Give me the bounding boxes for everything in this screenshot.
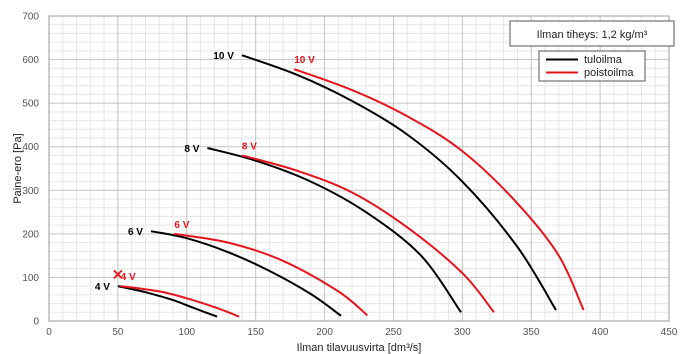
x-tick-label: 350 bbox=[523, 327, 540, 338]
tuloilma-label-10v: 10 V bbox=[213, 51, 234, 62]
y-tick-label: 500 bbox=[22, 99, 39, 110]
minor-gridlines bbox=[49, 16, 669, 321]
cross-marker-stroke bbox=[113, 269, 123, 280]
x-tick-label: 400 bbox=[592, 327, 609, 338]
tuloilma-label-4v: 4 V bbox=[95, 282, 110, 293]
legend-label-tuloilma: tuloilma bbox=[584, 54, 623, 66]
y-tick-label: 400 bbox=[22, 142, 39, 153]
y-tick-label: 200 bbox=[22, 229, 39, 240]
poistoilma-curve-4v bbox=[120, 285, 240, 318]
y-tick-label: 700 bbox=[22, 12, 39, 23]
poistoilma-label-4v: 4 V bbox=[121, 272, 136, 283]
poistoilma-curve-8v bbox=[241, 154, 495, 313]
x-tick-labels: 0 50 100 150 200 250 300 350 400 450 bbox=[46, 327, 678, 338]
x-tick-label: 100 bbox=[178, 327, 195, 338]
legend-label-poistoilma: poistoilma bbox=[584, 67, 634, 79]
y-tick-labels: 0 100 200 300 400 500 600 700 bbox=[22, 12, 39, 328]
y-tick-label: 300 bbox=[22, 186, 39, 197]
plot-frame bbox=[48, 15, 670, 322]
y-axis-title: Paine-ero [Pa] bbox=[12, 133, 24, 203]
curves bbox=[117, 54, 585, 318]
x-axis-title: Ilman tilavuusvirta [dm³/s] bbox=[297, 342, 422, 354]
legend: tuloilma poistoilma bbox=[538, 50, 646, 82]
poistoilma-label-10v: 10 V bbox=[294, 55, 315, 66]
tuloilma-label-8v: 8 V bbox=[184, 144, 199, 155]
tuloilma-curve-6v bbox=[150, 230, 342, 317]
tuloilma-curve-4v bbox=[117, 285, 218, 318]
y-tick-label: 600 bbox=[22, 55, 39, 66]
tuloilma-curve-10v bbox=[241, 54, 557, 311]
x-tick-label: 0 bbox=[46, 327, 52, 338]
curve-labels: 4 V 6 V 8 V 10 V 4 V 6 V 8 V 10 V bbox=[95, 51, 315, 293]
poistoilma-curve-10v bbox=[293, 68, 585, 311]
poistoilma-curve-6v bbox=[174, 232, 368, 317]
tuloilma-curve-8v bbox=[207, 147, 462, 313]
x-tick-label: 150 bbox=[247, 327, 264, 338]
x-tick-label: 300 bbox=[454, 327, 471, 338]
cross-marker bbox=[113, 269, 123, 280]
x-tick-label: 50 bbox=[112, 327, 124, 338]
x-tick-label: 200 bbox=[316, 327, 333, 338]
x-tick-label: 450 bbox=[661, 327, 678, 338]
y-tick-label: 0 bbox=[33, 317, 39, 328]
x-tick-label: 250 bbox=[385, 327, 402, 338]
info-box: Ilman tiheys: 1,2 kg/m³ bbox=[509, 20, 675, 47]
poistoilma-label-8v: 8 V bbox=[242, 141, 257, 152]
y-tick-label: 100 bbox=[22, 273, 39, 284]
info-box-text: Ilman tiheys: 1,2 kg/m³ bbox=[537, 29, 648, 41]
tuloilma-label-6v: 6 V bbox=[128, 227, 143, 238]
poistoilma-label-6v: 6 V bbox=[174, 220, 189, 231]
